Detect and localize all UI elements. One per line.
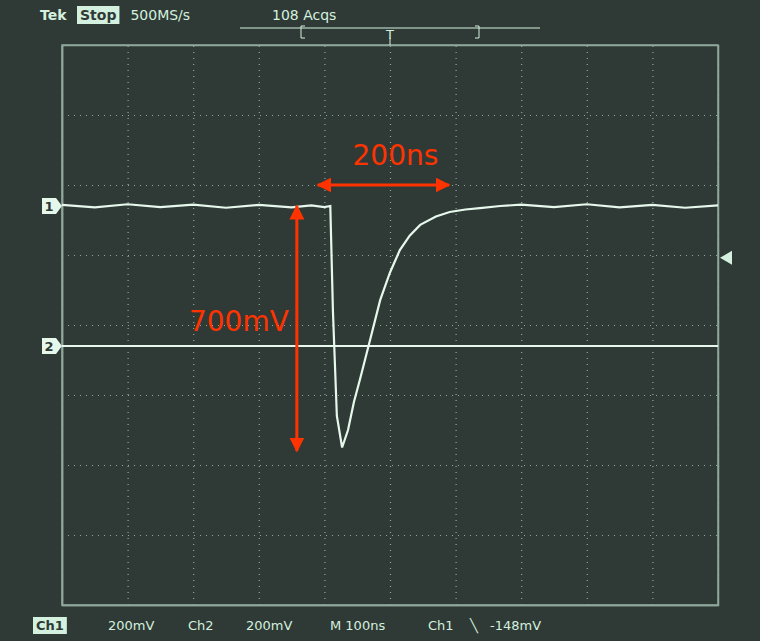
footer: Ch1 200mV Ch2 200mV M 100ns Ch1 ╲ -148mV bbox=[33, 617, 541, 634]
axis-line bbox=[63, 46, 719, 606]
annotation-arrow bbox=[295, 206, 298, 451]
trace bbox=[62, 345, 718, 347]
x-grid-line bbox=[587, 45, 588, 605]
channel-marker-shape bbox=[42, 338, 62, 354]
footer-text: M 100ns bbox=[330, 618, 385, 633]
acquisitions: 108 Acqs bbox=[272, 7, 336, 23]
footer-text: Ch2 bbox=[188, 618, 214, 633]
tick bbox=[62, 465, 718, 466]
x-grid-line bbox=[390, 45, 391, 605]
tick bbox=[62, 255, 718, 256]
tick bbox=[62, 185, 718, 186]
x-grid-line bbox=[652, 45, 653, 605]
sample-rate: 500MS/s bbox=[130, 7, 190, 23]
footer-highlight bbox=[33, 617, 67, 634]
bracket-right bbox=[475, 26, 479, 38]
channel-label: 1 bbox=[44, 199, 53, 214]
x-grid-line bbox=[456, 45, 457, 605]
graticule-frame bbox=[62, 45, 718, 605]
y-grid-line bbox=[62, 325, 718, 326]
y-grid-line bbox=[62, 395, 718, 396]
footer-text: Ch1 bbox=[36, 618, 64, 633]
annotation-arrow bbox=[318, 184, 449, 187]
y-grid-line bbox=[62, 465, 718, 466]
annotation-label: 700mV bbox=[189, 305, 289, 338]
channel-marker-shape bbox=[42, 198, 62, 214]
oscilloscope: 1 2 Tek Stop 500MS/s 108 Acqs T Ch1 200mV Ch2 200m… bbox=[0, 0, 760, 641]
tick bbox=[324, 45, 325, 605]
y-grid-line bbox=[62, 115, 718, 116]
traces bbox=[62, 204, 718, 447]
axis-line bbox=[63, 45, 719, 606]
y-axis bbox=[62, 46, 718, 606]
status-box bbox=[77, 6, 119, 24]
channel-marker: 2 bbox=[42, 338, 62, 354]
footer-text: Ch1 bbox=[428, 618, 454, 633]
x-grid-line bbox=[521, 45, 522, 605]
status: Stop bbox=[80, 7, 116, 23]
tick bbox=[521, 45, 522, 605]
screen bbox=[0, 0, 760, 641]
tick bbox=[456, 45, 457, 605]
y-grid-line bbox=[62, 535, 718, 536]
y-grid-line bbox=[62, 255, 718, 256]
footer-text: 200mV bbox=[108, 618, 154, 633]
tick bbox=[390, 45, 391, 605]
y-grid-line bbox=[62, 185, 718, 186]
trace bbox=[62, 204, 718, 447]
tick bbox=[62, 535, 718, 536]
tick bbox=[62, 325, 718, 326]
header: Tek Stop 500MS/s 108 Acqs bbox=[40, 6, 336, 24]
x-axis bbox=[63, 45, 719, 606]
tick bbox=[62, 115, 718, 116]
channel-marker: 1 bbox=[42, 198, 62, 214]
tick bbox=[62, 395, 718, 396]
annotations: 200ns 700mV bbox=[189, 139, 449, 451]
channel-label: 2 bbox=[44, 339, 53, 354]
annotation-label: 200ns bbox=[353, 139, 439, 172]
footer-text: ╲ bbox=[469, 617, 479, 634]
record-bracket: T bbox=[240, 26, 540, 45]
brand: Tek bbox=[40, 7, 67, 23]
footer-text: 200mV bbox=[246, 618, 292, 633]
tick bbox=[652, 45, 653, 605]
trigger-level-marker bbox=[720, 251, 732, 265]
x-grid-line bbox=[324, 45, 325, 605]
bracket-left bbox=[301, 26, 305, 38]
trigger-label: T bbox=[385, 27, 394, 42]
tick bbox=[587, 45, 588, 605]
footer-text: -148mV bbox=[490, 618, 541, 633]
